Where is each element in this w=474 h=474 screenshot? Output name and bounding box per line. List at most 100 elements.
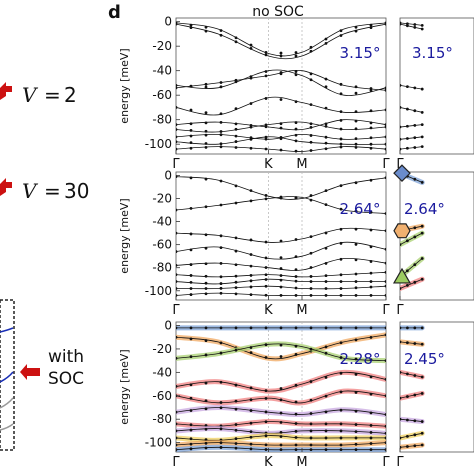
band-point (413, 393, 417, 397)
band-point (204, 121, 208, 125)
y-tick-label: -80 (152, 113, 172, 127)
band-point (384, 261, 386, 265)
band-point (400, 326, 402, 330)
band-point (309, 194, 313, 197)
band-point (406, 269, 409, 273)
y-axis-label: energy [meV] (118, 48, 131, 123)
band-point (189, 396, 193, 400)
band-line-6 (176, 119, 386, 131)
band-point (189, 134, 193, 138)
band-point (339, 110, 343, 114)
band-point (249, 253, 253, 256)
band-point (189, 108, 193, 112)
band-point (204, 129, 208, 133)
band-point (294, 73, 298, 77)
band-point (294, 238, 298, 241)
band-point (339, 184, 343, 188)
band-point (219, 446, 223, 449)
band-point (324, 231, 328, 235)
band-point (234, 36, 238, 40)
band-point (384, 123, 386, 126)
band-point (400, 417, 402, 421)
band-point (234, 249, 238, 253)
band-point (400, 396, 402, 400)
band-point (264, 50, 268, 54)
band-point (234, 201, 238, 205)
band-point (339, 443, 343, 447)
band-point (413, 419, 417, 423)
band-point (369, 87, 373, 90)
band-point (324, 106, 328, 110)
band-point (264, 256, 268, 260)
band-point (279, 274, 283, 277)
band-point (324, 189, 328, 193)
band-point (339, 92, 343, 96)
band-point (309, 293, 313, 297)
band-point (324, 274, 328, 278)
band-point (204, 142, 208, 145)
band-point (413, 263, 417, 267)
band-point (309, 72, 313, 76)
y-tick-label: -40 (152, 365, 172, 379)
band-point (354, 137, 358, 140)
band-point (406, 372, 409, 376)
band-point (264, 356, 268, 359)
band-point (324, 429, 328, 433)
band-point (324, 147, 328, 151)
band-point (354, 85, 358, 89)
band-point (294, 139, 298, 143)
band-point (264, 135, 268, 139)
band-point (279, 267, 283, 270)
band-point (189, 423, 193, 427)
band-point (264, 53, 268, 57)
band-point (354, 25, 358, 29)
x-tick-label: Γ (396, 303, 404, 318)
band-point (324, 246, 328, 250)
band-point (369, 326, 373, 330)
band-point (176, 123, 178, 126)
band-point (406, 283, 409, 287)
band-point (176, 250, 178, 253)
band-point (249, 102, 253, 105)
band-point (189, 122, 193, 126)
band-point (189, 128, 193, 132)
band-line-11 (176, 446, 386, 451)
band-point (309, 134, 313, 137)
band-point (324, 141, 328, 145)
band-point (264, 434, 268, 438)
band-point (354, 338, 358, 342)
band-point (420, 27, 424, 31)
band-point (279, 411, 283, 415)
band-point (309, 326, 313, 330)
band-point (384, 125, 386, 129)
band-point (249, 274, 253, 277)
band-point (369, 280, 373, 283)
band-line-7 (176, 278, 386, 285)
band-point (384, 147, 386, 151)
band-point (309, 429, 313, 433)
band-point (369, 448, 373, 452)
band-point (369, 293, 373, 297)
band-point (176, 140, 178, 144)
band-point (400, 147, 402, 151)
band-point (264, 284, 268, 288)
y-tick-label: 0 (164, 319, 172, 333)
band-point (420, 375, 424, 379)
x-tick-label: Γ (172, 303, 180, 318)
band-point (384, 359, 386, 363)
band-point (294, 383, 298, 387)
band-point (354, 227, 358, 231)
band-point (339, 408, 343, 412)
band-point (234, 78, 238, 82)
band-point (413, 280, 417, 284)
band-point (234, 280, 238, 284)
band-point (219, 341, 223, 345)
band-point (339, 127, 343, 131)
band-point (339, 142, 343, 146)
band-point (406, 434, 409, 438)
panels-layer: 0 -20 -40 -60 -80 -100 energy [meV] Γ K M Γ 3.15° 0 -… (118, 15, 474, 470)
band-line-8 (176, 133, 386, 140)
band-point (219, 326, 223, 330)
band-point (354, 280, 358, 283)
band-point (309, 122, 313, 126)
